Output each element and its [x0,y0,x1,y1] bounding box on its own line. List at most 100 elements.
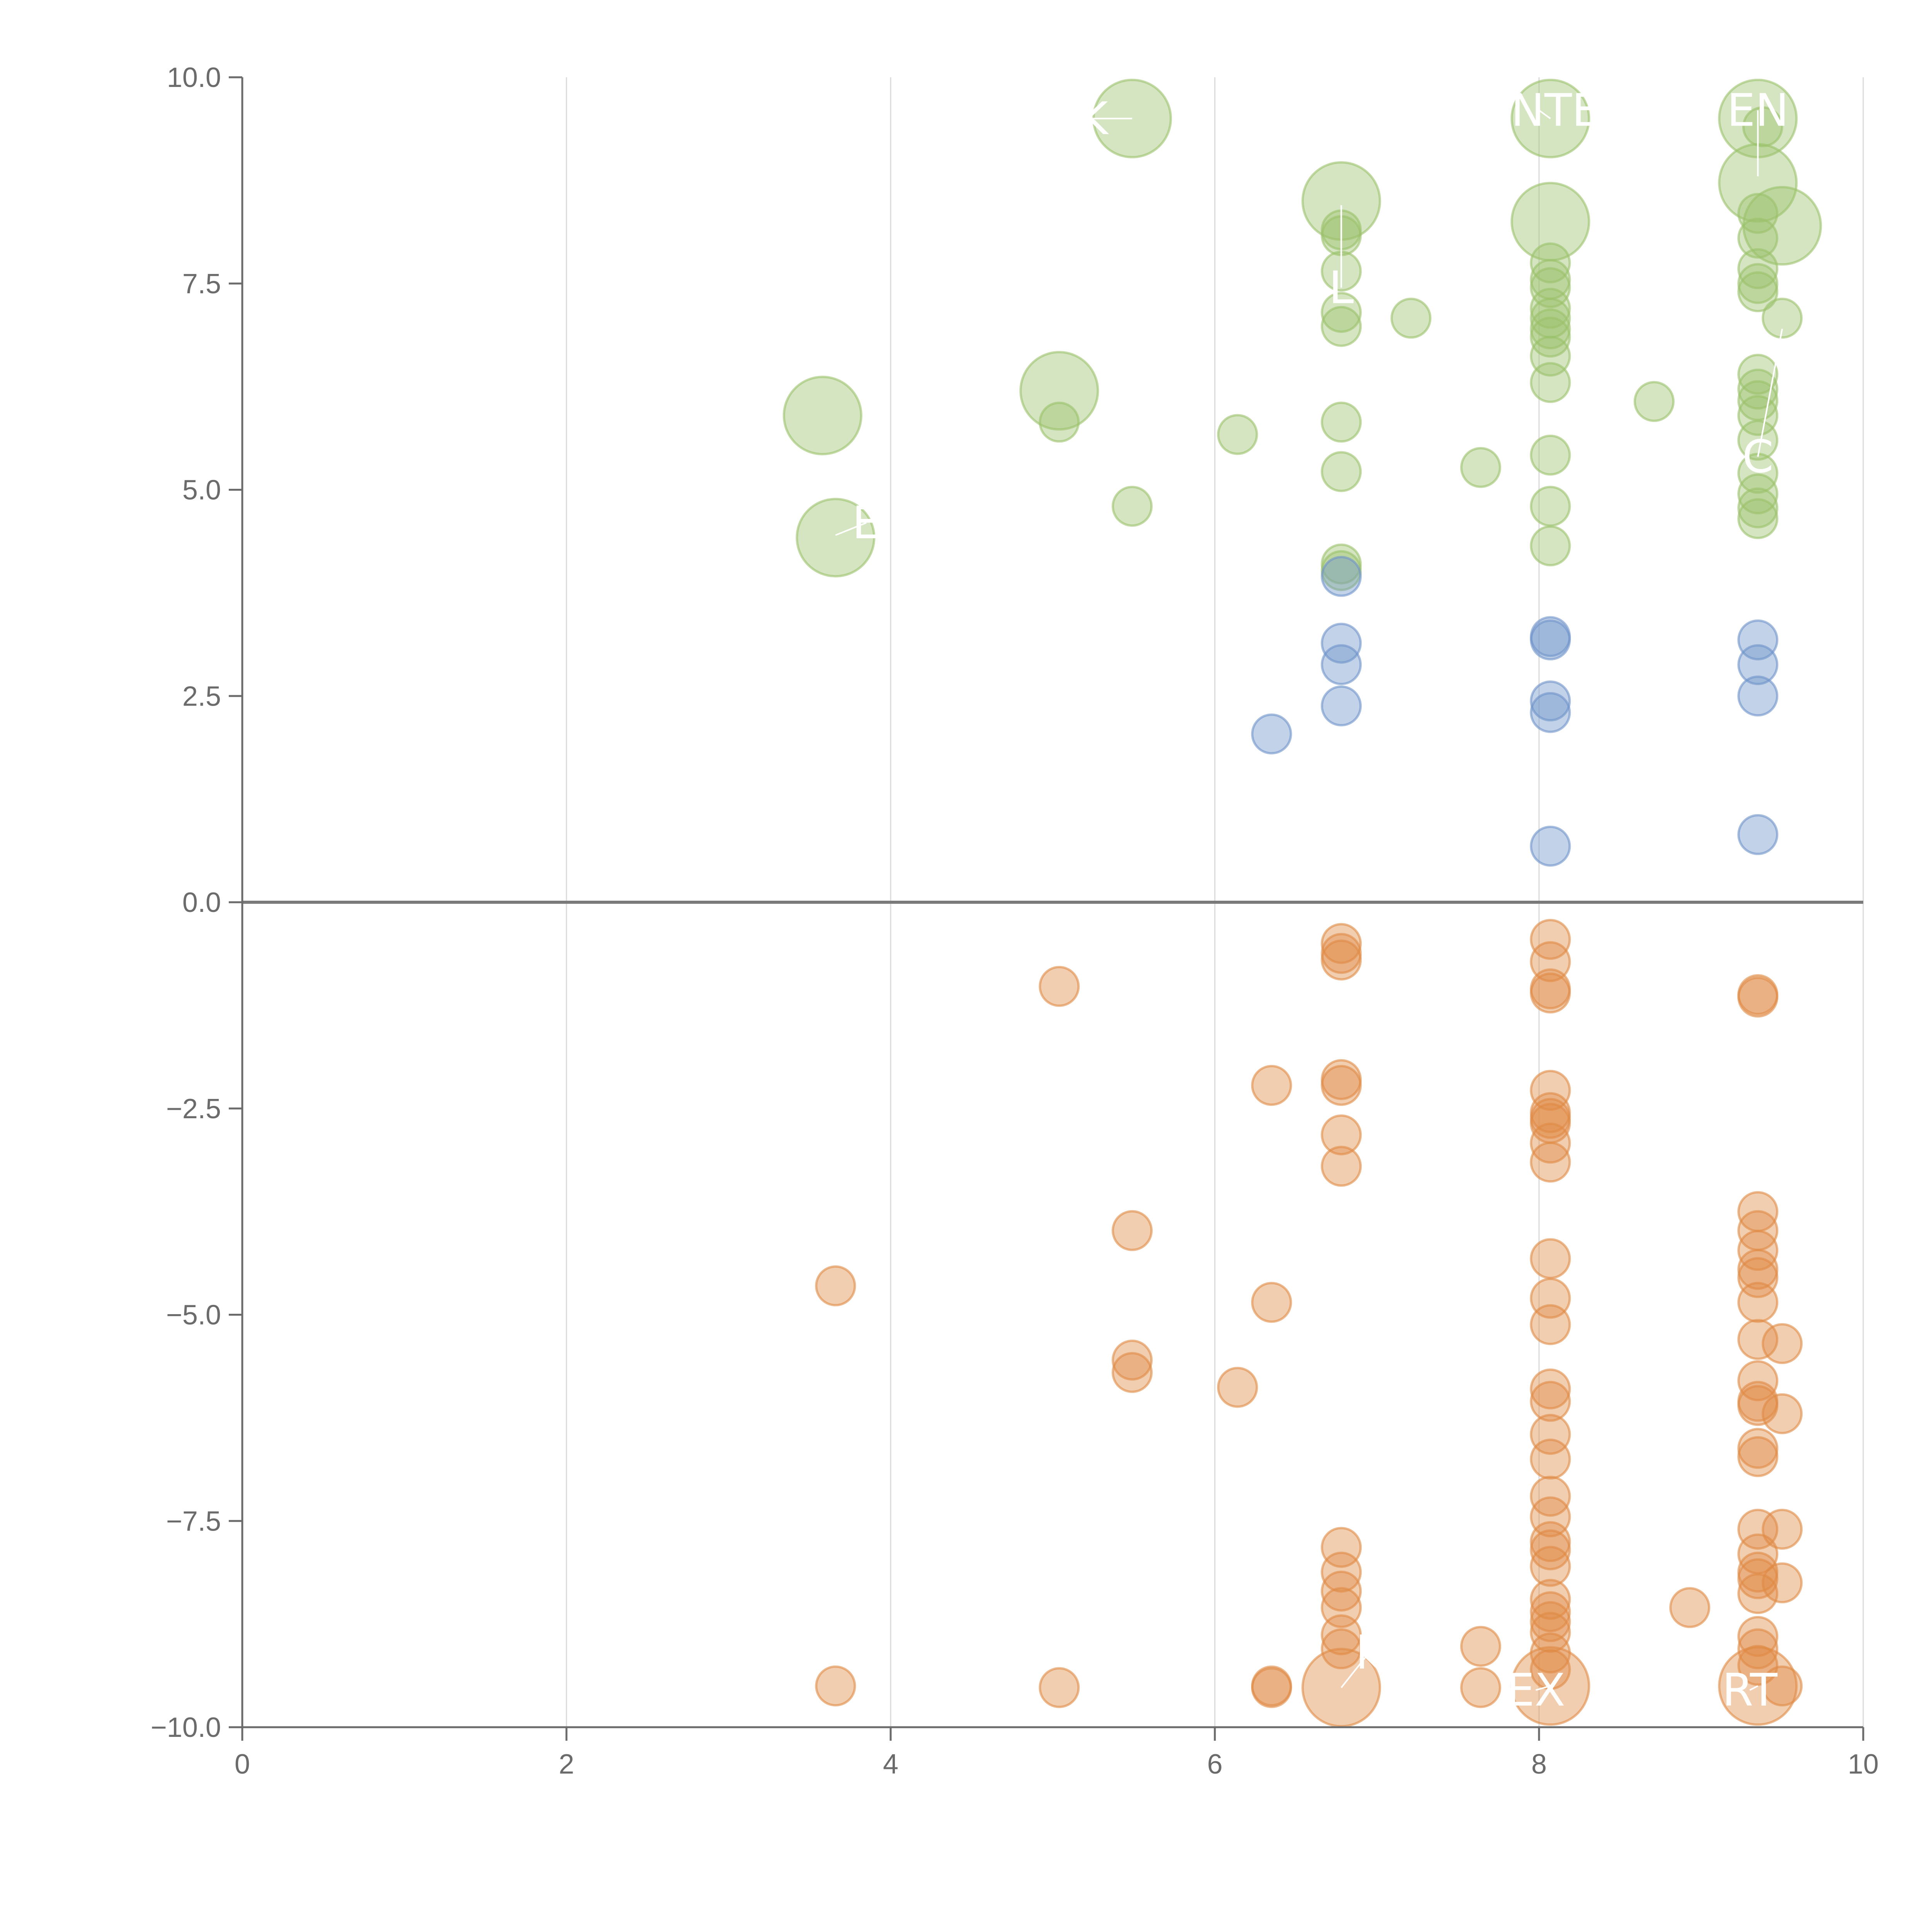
data-point-orange [1762,1323,1803,1364]
data-point-green [796,498,876,578]
data-point-orange [1251,1065,1292,1106]
data-point-orange [1321,939,1362,981]
data-point-green [1737,218,1779,259]
data-point-orange [1251,1665,1292,1707]
data-point-orange [1530,1496,1571,1537]
data-point-blue [1737,814,1779,855]
data-point-orange [1530,1612,1571,1653]
annotation-label: L [1329,262,1354,314]
data-point-orange [1530,1070,1571,1111]
data-point-green [1737,420,1779,461]
data-point-orange [1530,919,1571,960]
data-point-blue [1737,619,1779,661]
data-point-blue [1530,619,1571,661]
data-point-orange [1530,972,1571,1014]
data-point-blue [1321,556,1362,597]
y-tick-label: −5.0 [166,1300,221,1331]
annotation-label: EN [1727,84,1789,136]
data-point-orange [1530,1238,1571,1279]
x-tick-label: 8 [1531,1749,1547,1780]
annotation-leader [1538,109,1551,119]
y-tick-label: −10.0 [151,1712,221,1743]
data-point-green [1633,381,1675,422]
data-point-green [1737,193,1779,234]
data-point-green [1390,298,1432,339]
y-tick-label: 7.5 [182,269,221,299]
annotation-label: RT [1722,1664,1778,1716]
data-point-orange [1737,976,1779,1018]
data-point-orange [1737,1616,1779,1657]
y-tick-label: 0.0 [182,887,221,918]
data-point-orange [1669,1587,1711,1628]
data-point-green [1530,362,1571,403]
annotation-leader [1749,1685,1759,1691]
data-point-green [782,376,862,456]
data-point-blue [1737,675,1779,717]
data-point-green [1321,306,1362,347]
data-point-orange [1762,1562,1803,1604]
data-point-green [1039,401,1080,443]
annotation-label: CONTEN [1444,84,1634,136]
data-point-orange [1321,1065,1362,1106]
data-point-orange [1530,1529,1571,1570]
data-point-green [1737,498,1779,539]
data-point-orange [1530,1304,1571,1345]
data-point-green [1737,248,1779,289]
data-point-green [1737,487,1779,529]
data-point-blue [1737,644,1779,685]
data-point-blue [1251,713,1292,755]
annotations: K CONTEN EN L E Ck EX RT [835,84,1789,1716]
x-tick-label: 4 [883,1749,898,1780]
data-point-orange [815,1665,856,1707]
data-point-green [1530,525,1571,566]
x-tick-label: 2 [559,1749,574,1780]
data-point-orange [1530,1601,1571,1642]
data-point-blue [1321,685,1362,726]
data-point-green [1530,242,1571,284]
data-point-blue [1530,692,1571,733]
data-point-orange [1039,1667,1080,1708]
data-point-green [1019,351,1099,431]
data-point-orange [1737,1257,1779,1298]
data-point-orange [1737,1573,1779,1614]
y-tick-label: −7.5 [166,1506,221,1537]
data-point-green [1530,486,1571,527]
data-point-orange [1737,1282,1779,1323]
annotation-label: K [1078,93,1109,145]
y-tick-label: −2.5 [166,1094,221,1124]
annotation-label: C [1742,431,1774,483]
data-point-blue [1530,680,1571,722]
data-point-orange [1737,1360,1779,1401]
data-point-green [1530,287,1571,329]
data-point-orange [1737,1509,1779,1550]
data-point-orange [1530,1591,1571,1633]
data-point-orange [1321,1570,1362,1612]
data-point-orange [1530,1381,1571,1422]
axes: −10.0 −7.5 −5.0 −2.5 0.0 2.5 5.0 7.5 10.0 0 2 4 6 8 10 [151,62,1879,1780]
data-point-orange [815,1265,856,1306]
data-point-green [1321,451,1362,492]
data-point-orange [1251,1282,1292,1323]
data-point-orange [1112,1352,1153,1393]
annotation-leader [1757,328,1783,457]
data-point-orange [1321,1614,1362,1655]
data-point-orange [1321,1527,1362,1568]
data-point-orange [1460,1667,1501,1708]
y-tick-label: 5.0 [182,475,221,506]
data-point-green [1217,414,1258,455]
annotation-label: E [852,497,880,549]
data-points [782,78,1822,1728]
data-point-orange [1530,1579,1571,1620]
data-point-orange [1737,1385,1779,1426]
data-point-blue [1530,825,1571,867]
x-tick-label: 10 [1848,1749,1879,1780]
y-tick-label: 2.5 [182,681,221,712]
data-point-orange [1530,1439,1571,1480]
data-point-orange [1217,1367,1258,1408]
data-point-orange [1112,1339,1153,1381]
data-point-orange [1321,1146,1362,1187]
data-point-orange [1737,1628,1779,1670]
data-point-orange [1762,1393,1803,1434]
data-point-orange [1112,1210,1153,1251]
